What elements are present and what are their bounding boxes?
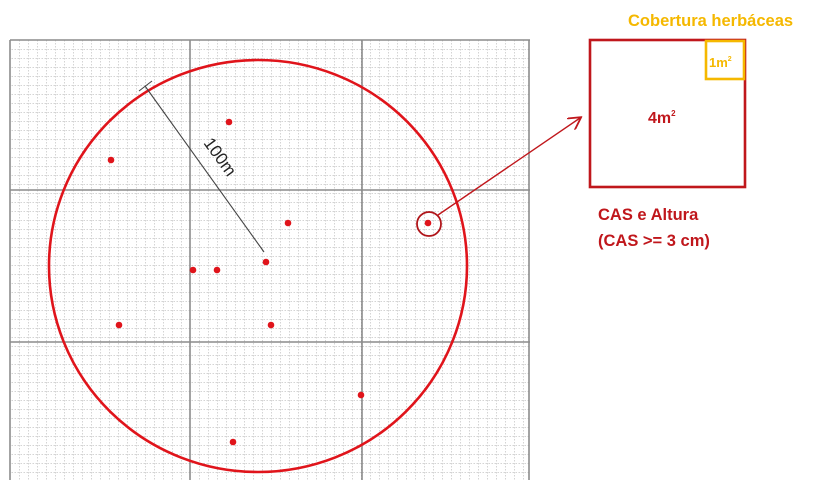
zoom-arrow — [437, 118, 580, 216]
radius-tick — [138, 80, 153, 92]
subquadrat-square — [704, 39, 746, 81]
sampling-point — [267, 321, 275, 329]
sampling-point-highlighted — [424, 219, 432, 227]
sampling-point — [213, 266, 221, 274]
highlight-ring — [416, 211, 442, 237]
sampling-point — [284, 219, 292, 227]
sampling-point — [189, 266, 197, 274]
measure-label-line2: (CAS >= 3 cm) — [598, 232, 710, 250]
sampling-point — [229, 438, 237, 446]
herb-cover-label: Cobertura herbáceas — [628, 12, 793, 30]
radius-line — [144, 85, 265, 253]
quadrat-square — [588, 38, 747, 189]
measure-label-line1: CAS e Altura — [598, 206, 699, 224]
sampling-point — [225, 118, 233, 126]
subquadrat-1m2: 1m2 — [704, 39, 746, 81]
sampling-point — [262, 258, 270, 266]
quadrat-4m2: 4m2 — [588, 38, 747, 189]
sampling-point — [107, 156, 115, 164]
fine-grid — [10, 40, 530, 480]
quadrat-area-label: 4m2 — [648, 109, 676, 127]
sampling-point — [115, 321, 123, 329]
major-grid — [9, 39, 530, 480]
sampling-points — [107, 118, 432, 446]
subquadrat-area-label: 1m2 — [709, 55, 732, 70]
sampling-point — [357, 391, 365, 399]
sampling-plot-circle — [47, 58, 469, 474]
grid — [9, 39, 530, 480]
